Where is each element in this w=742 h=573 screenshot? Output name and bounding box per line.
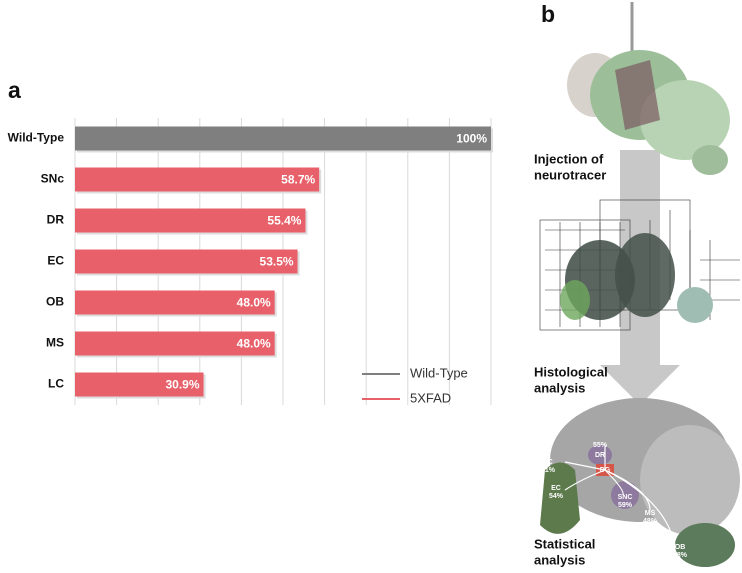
value-label: 48.0%: [237, 337, 271, 351]
bar: [75, 126, 491, 151]
region-label: SNC: [618, 494, 633, 501]
region-label: LC: [543, 459, 552, 466]
region-label: MS: [645, 510, 656, 517]
region-label: DR: [595, 452, 605, 459]
value-label: 30.9%: [166, 378, 200, 392]
bar: [75, 167, 320, 192]
bar: [75, 208, 306, 233]
bar: [75, 372, 204, 397]
step-label: Injection of: [534, 151, 604, 166]
region-value: 59%: [618, 502, 633, 509]
legend-label: Wild-Type: [410, 365, 468, 380]
value-label: 48.0%: [237, 296, 271, 310]
region-label: DG: [600, 467, 611, 474]
region-label: OB: [675, 544, 686, 551]
category-label: MS: [46, 336, 64, 350]
panel-label: b: [541, 1, 555, 27]
category-label: LC: [48, 377, 64, 391]
bar: [75, 290, 275, 315]
bar: [75, 249, 298, 274]
category-label: OB: [46, 295, 64, 309]
category-label: SNc: [41, 172, 65, 186]
value-label: 58.7%: [281, 173, 315, 187]
region-value: 48%: [643, 518, 658, 525]
step-label: analysis: [534, 380, 585, 395]
legend-label: 5XFAD: [410, 390, 451, 405]
step-label: Histological: [534, 364, 608, 379]
bar: [75, 331, 275, 356]
diagram-art: [539, 2, 740, 567]
region-value: 48%: [673, 552, 688, 559]
category-label: Wild-Type: [8, 131, 65, 145]
value-label: 100%: [456, 132, 487, 146]
value-label: 53.5%: [260, 255, 294, 269]
step-label: analysis: [534, 552, 585, 567]
panel-label: a: [8, 77, 21, 103]
category-label: EC: [47, 254, 64, 268]
value-label: 55.4%: [267, 214, 301, 228]
region-value: 31%: [541, 467, 556, 474]
step-label: Statistical: [534, 536, 595, 551]
region-value: 55%: [593, 442, 608, 449]
region-label: EC: [551, 485, 561, 492]
step-label: neurotracer: [534, 167, 606, 182]
category-label: DR: [47, 213, 65, 227]
region-value: 54%: [549, 493, 564, 500]
